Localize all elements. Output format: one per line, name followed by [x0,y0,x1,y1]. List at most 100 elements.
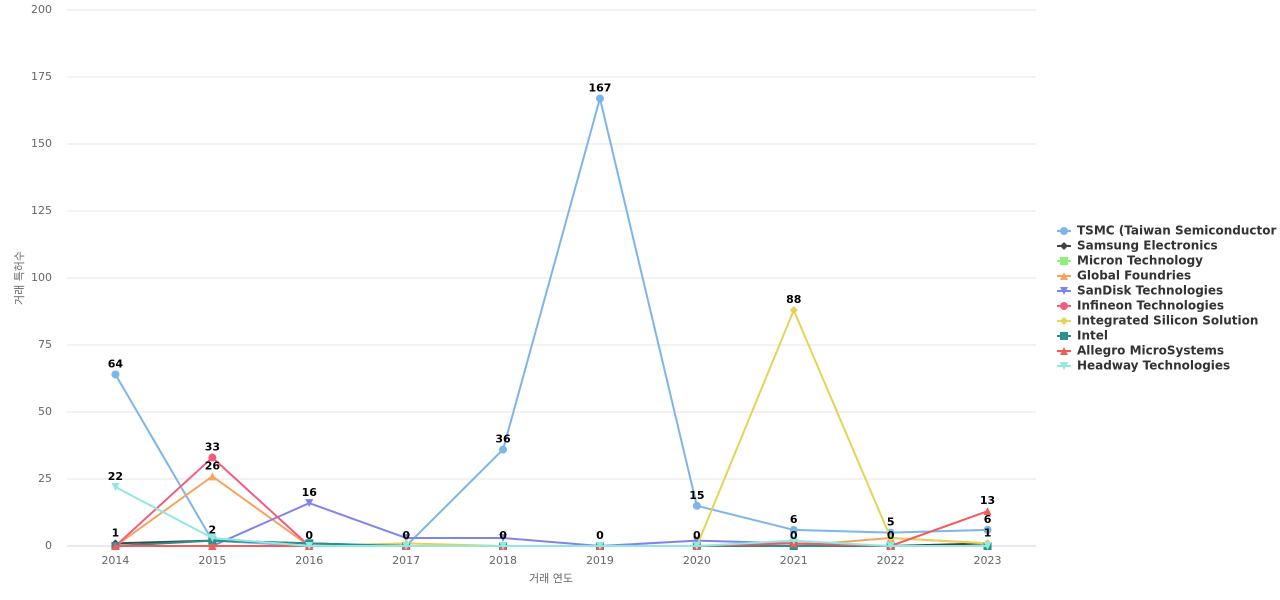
legend-item[interactable]: Headway Technologies [1057,359,1230,373]
series-line [114,486,988,547]
y-tick-label: 150 [31,137,52,150]
data-label: 0 [499,529,507,542]
legend-item[interactable]: Intel [1057,329,1108,343]
point [499,533,508,542]
data-label: 64 [108,357,124,370]
legend-symbol [1060,257,1068,265]
legend-item[interactable]: Global Foundries [1057,269,1191,283]
point [789,536,798,545]
point [208,453,217,462]
legend-item[interactable]: Infineon Technologies [1057,299,1224,313]
point [983,542,992,550]
legend-label: SanDisk Technologies [1077,284,1223,298]
data-label: 1 [112,526,120,539]
x-tick-label: 2020 [683,554,711,567]
point [305,499,314,508]
series-line [114,475,988,547]
legend-label: TSMC (Taiwan Semiconductor ... [1077,224,1280,238]
data-label: 167 [588,81,611,94]
legend-item[interactable]: Samsung Electronics [1057,239,1218,253]
legend-symbol [1060,317,1068,325]
point [789,306,798,315]
point [595,542,604,550]
data-label: 2 [209,524,217,537]
data-label: 22 [108,470,123,483]
data-label: 1 [984,526,992,539]
point [208,533,217,542]
data-label: 16 [302,486,318,499]
point [595,94,604,103]
series-line [115,307,988,547]
legend-item[interactable]: TSMC (Taiwan Semiconductor ... [1057,224,1280,238]
point [499,542,508,550]
point [305,542,314,550]
point [499,445,508,454]
legend-label: Samsung Electronics [1077,239,1218,253]
data-label: 0 [305,529,313,542]
legend-label: Allegro MicroSystems [1077,344,1224,358]
legend-label: Micron Technology [1077,254,1203,268]
data-label: 6 [984,513,992,526]
series-line [115,502,988,548]
series [111,483,992,550]
legend-item[interactable]: Integrated Silicon Solution [1057,314,1258,328]
legend-symbol [1060,362,1068,370]
data-label: 13 [980,494,995,507]
x-tick-label: 2018 [489,554,517,567]
data-label: 0 [887,529,895,542]
data-label: 88 [786,293,801,306]
legend-label: Global Foundries [1077,269,1191,283]
data-label: 0 [596,529,604,542]
data-label: 33 [205,441,220,454]
series [111,94,992,550]
legend-label: Headway Technologies [1077,359,1230,373]
legend-label: Intel [1077,329,1108,343]
y-tick-label: 25 [38,472,52,485]
x-axis-title: 거래 연도 [529,572,573,585]
legend-symbol [1060,227,1068,235]
point [402,542,411,550]
legend-symbol [1060,302,1068,310]
x-tick-label: 2016 [295,554,323,567]
y-tick-label: 100 [31,271,52,284]
series [111,306,992,550]
point [111,370,120,379]
point [208,472,217,481]
x-tick-label: 2019 [586,554,614,567]
legend-label: Integrated Silicon Solution [1077,314,1258,328]
point [789,525,798,534]
data-label: 26 [205,459,221,472]
point [983,525,992,534]
legend-symbol [1060,272,1068,280]
x-tick-label: 2017 [392,554,420,567]
series-line [114,98,988,547]
legend-item[interactable]: Allegro MicroSystems [1057,344,1224,358]
x-tick-label: 2021 [780,554,808,567]
point [983,507,992,516]
point [692,542,701,550]
point [111,483,120,492]
data-label: 6 [790,513,798,526]
legend-label: Infineon Technologies [1077,299,1224,313]
x-tick-label: 2014 [101,554,129,567]
y-tick-label: 75 [38,338,52,351]
legend-symbol [1060,347,1068,355]
legend-item[interactable]: Micron Technology [1057,254,1203,268]
y-axis-title: 거래 특허수 [13,251,26,305]
x-tick-label: 2015 [198,554,226,567]
y-tick-label: 50 [38,405,52,418]
y-tick-label: 125 [31,204,52,217]
legend-symbol [1060,287,1068,295]
data-label: 0 [402,529,410,542]
x-tick-label: 2023 [974,554,1002,567]
data-label: 15 [689,489,704,502]
series [111,453,992,550]
legend-item[interactable]: SanDisk Technologies [1057,284,1223,298]
point [886,542,895,550]
series [111,472,992,550]
data-label: 36 [495,433,511,446]
y-tick-label: 175 [31,70,52,83]
legend-symbol [1060,332,1068,340]
point [111,542,120,550]
y-tick-label: 200 [31,3,52,16]
